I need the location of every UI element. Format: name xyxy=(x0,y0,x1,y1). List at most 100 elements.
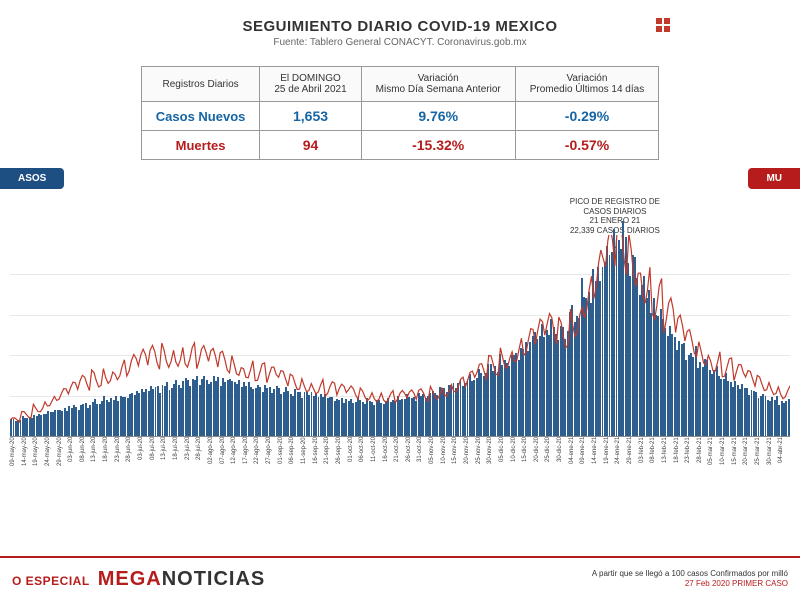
x-tick-label: 28-feb-21 xyxy=(697,437,709,485)
x-tick-label: 10-nov-20 xyxy=(441,437,453,485)
x-tick-label: 20-dic-20 xyxy=(534,437,546,485)
grid-icon xyxy=(656,18,670,32)
x-axis: 09-may-2014-may-2019-may-2024-may-2029-m… xyxy=(10,437,790,485)
footer-bar: O ESPECIAL MEGANOTICIAS A partir que se … xyxy=(0,556,800,600)
x-tick-label: 05-nov-20 xyxy=(429,437,441,485)
x-tick-label: 30-mar-21 xyxy=(767,437,779,485)
col-variacion-semana: Variación Mismo Día Semana Anterior xyxy=(361,67,515,102)
x-tick-label: 26-sep-20 xyxy=(336,437,348,485)
x-tick-label: 06-oct-20 xyxy=(359,437,371,485)
x-tick-label: 04-ene-21 xyxy=(569,437,581,485)
x-tick-label: 23-feb-21 xyxy=(685,437,697,485)
x-tick-label: 09-may-20 xyxy=(10,437,22,485)
x-tick-label: 03-feb-21 xyxy=(639,437,651,485)
x-tick-label: 28-jul-20 xyxy=(196,437,208,485)
x-tick-label: 10-dic-20 xyxy=(511,437,523,485)
x-tick-label: 14-may-20 xyxy=(22,437,34,485)
x-tick-label: 21-sep-20 xyxy=(324,437,336,485)
x-tick-label: 15-mar-21 xyxy=(732,437,744,485)
x-tick-label: 23-jul-20 xyxy=(185,437,197,485)
x-tick-label: 19-may-20 xyxy=(33,437,45,485)
x-tick-label: 31-oct-20 xyxy=(417,437,429,485)
page-title: SEGUIMIENTO DIARIO COVID-19 MEXICO xyxy=(0,18,800,35)
especial-label: O ESPECIAL xyxy=(12,574,90,588)
footer-note-1: A partir que se llegó a 100 casos Confir… xyxy=(592,569,788,579)
x-tick-label: 06-sep-20 xyxy=(289,437,301,485)
x-tick-label: 19-ene-21 xyxy=(604,437,616,485)
x-tick-label: 25-mar-21 xyxy=(755,437,767,485)
x-tick-label: 14-ene-21 xyxy=(592,437,604,485)
x-tick-label: 16-sep-20 xyxy=(313,437,325,485)
x-tick-label: 13-feb-21 xyxy=(662,437,674,485)
x-tick-label: 15-nov-20 xyxy=(452,437,464,485)
footer-notes: A partir que se llegó a 100 casos Confir… xyxy=(592,569,788,590)
x-tick-label: 22-ago-20 xyxy=(254,437,266,485)
x-tick-label: 11-oct-20 xyxy=(371,437,383,485)
table-header-row: Registros Diarios El DOMINGO 25 de Abril… xyxy=(141,67,658,102)
muertes-var-14d: -0.57% xyxy=(515,131,659,160)
x-tick-label: 24-may-20 xyxy=(45,437,57,485)
x-tick-label: 13-jun-20 xyxy=(91,437,103,485)
x-tick-label: 18-jun-20 xyxy=(103,437,115,485)
page-subtitle: Fuente: Tablero General CONACYT. Coronav… xyxy=(0,37,800,48)
muertes-valor: 94 xyxy=(260,131,361,160)
bar xyxy=(788,399,790,436)
muertes-var-semana: -15.32% xyxy=(361,131,515,160)
x-tick-label: 25-nov-20 xyxy=(476,437,488,485)
x-tick-label: 01-sep-20 xyxy=(278,437,290,485)
x-tick-label: 30-dic-20 xyxy=(557,437,569,485)
x-tick-label: 03-jun-20 xyxy=(68,437,80,485)
tab-casos[interactable]: ASOS xyxy=(0,168,64,189)
x-tick-label: 23-jun-20 xyxy=(115,437,127,485)
x-tick-label: 05-dic-20 xyxy=(499,437,511,485)
x-tick-label: 20-nov-20 xyxy=(464,437,476,485)
summary-table: Registros Diarios El DOMINGO 25 de Abril… xyxy=(141,66,659,160)
header: SEGUIMIENTO DIARIO COVID-19 MEXICO Fuent… xyxy=(0,0,800,54)
x-tick-label: 02-ago-20 xyxy=(208,437,220,485)
x-tick-label: 24-ene-21 xyxy=(615,437,627,485)
x-tick-label: 25-dic-20 xyxy=(545,437,557,485)
bar-series xyxy=(10,235,790,437)
x-tick-label: 10-mar-21 xyxy=(720,437,732,485)
x-tick-label: 21-oct-20 xyxy=(394,437,406,485)
x-tick-label: 13-jul-20 xyxy=(161,437,173,485)
col-fecha: El DOMINGO 25 de Abril 2021 xyxy=(260,67,361,102)
x-tick-label: 12-ago-20 xyxy=(231,437,243,485)
row-muertes: Muertes 94 -15.32% -0.57% xyxy=(141,131,658,160)
chart-tabs: ASOS MU xyxy=(0,168,800,189)
chart-area: PICO DE REGISTRO DE CASOS DIARIOS 21 ENE… xyxy=(10,195,790,485)
x-tick-label: 08-feb-21 xyxy=(650,437,662,485)
x-tick-label: 15-dic-20 xyxy=(522,437,534,485)
x-tick-label: 30-nov-20 xyxy=(487,437,499,485)
x-tick-label: 29-ene-21 xyxy=(627,437,639,485)
x-tick-label: 26-oct-20 xyxy=(406,437,418,485)
x-tick-label: 03-jul-20 xyxy=(138,437,150,485)
x-tick-label: 09-ene-21 xyxy=(580,437,592,485)
tab-muertes[interactable]: MU xyxy=(748,168,800,189)
x-tick-label: 20-mar-21 xyxy=(743,437,755,485)
x-tick-label: 16-oct-20 xyxy=(383,437,395,485)
casos-valor: 1,653 xyxy=(260,102,361,131)
x-tick-label: 27-ago-20 xyxy=(266,437,278,485)
col-variacion-14d: Variación Promedio Últimos 14 días xyxy=(515,67,659,102)
x-tick-label: 05-mar-21 xyxy=(708,437,720,485)
brand-logo: MEGANOTICIAS xyxy=(98,568,266,591)
x-tick-label: 28-jun-20 xyxy=(126,437,138,485)
footer-brand: O ESPECIAL MEGANOTICIAS xyxy=(12,568,265,591)
footer-note-2: 27 Feb 2020 PRIMER CASO xyxy=(592,579,788,589)
x-tick-label: 18-feb-21 xyxy=(674,437,686,485)
row-casos-nuevos: Casos Nuevos 1,653 9.76% -0.29% xyxy=(141,102,658,131)
x-tick-label: 29-may-20 xyxy=(57,437,69,485)
x-tick-label: 04-abr-21 xyxy=(778,437,790,485)
x-tick-label: 08-jun-20 xyxy=(80,437,92,485)
casos-var-semana: 9.76% xyxy=(361,102,515,131)
x-tick-label: 11-sep-20 xyxy=(301,437,313,485)
x-tick-label: 18-jul-20 xyxy=(173,437,185,485)
casos-var-14d: -0.29% xyxy=(515,102,659,131)
x-tick-label: 17-ago-20 xyxy=(243,437,255,485)
x-tick-label: 07-ago-20 xyxy=(220,437,232,485)
label-muertes: Muertes xyxy=(141,131,260,160)
label-casos: Casos Nuevos xyxy=(141,102,260,131)
x-tick-label: 08-jul-20 xyxy=(150,437,162,485)
col-registros: Registros Diarios xyxy=(141,67,260,102)
